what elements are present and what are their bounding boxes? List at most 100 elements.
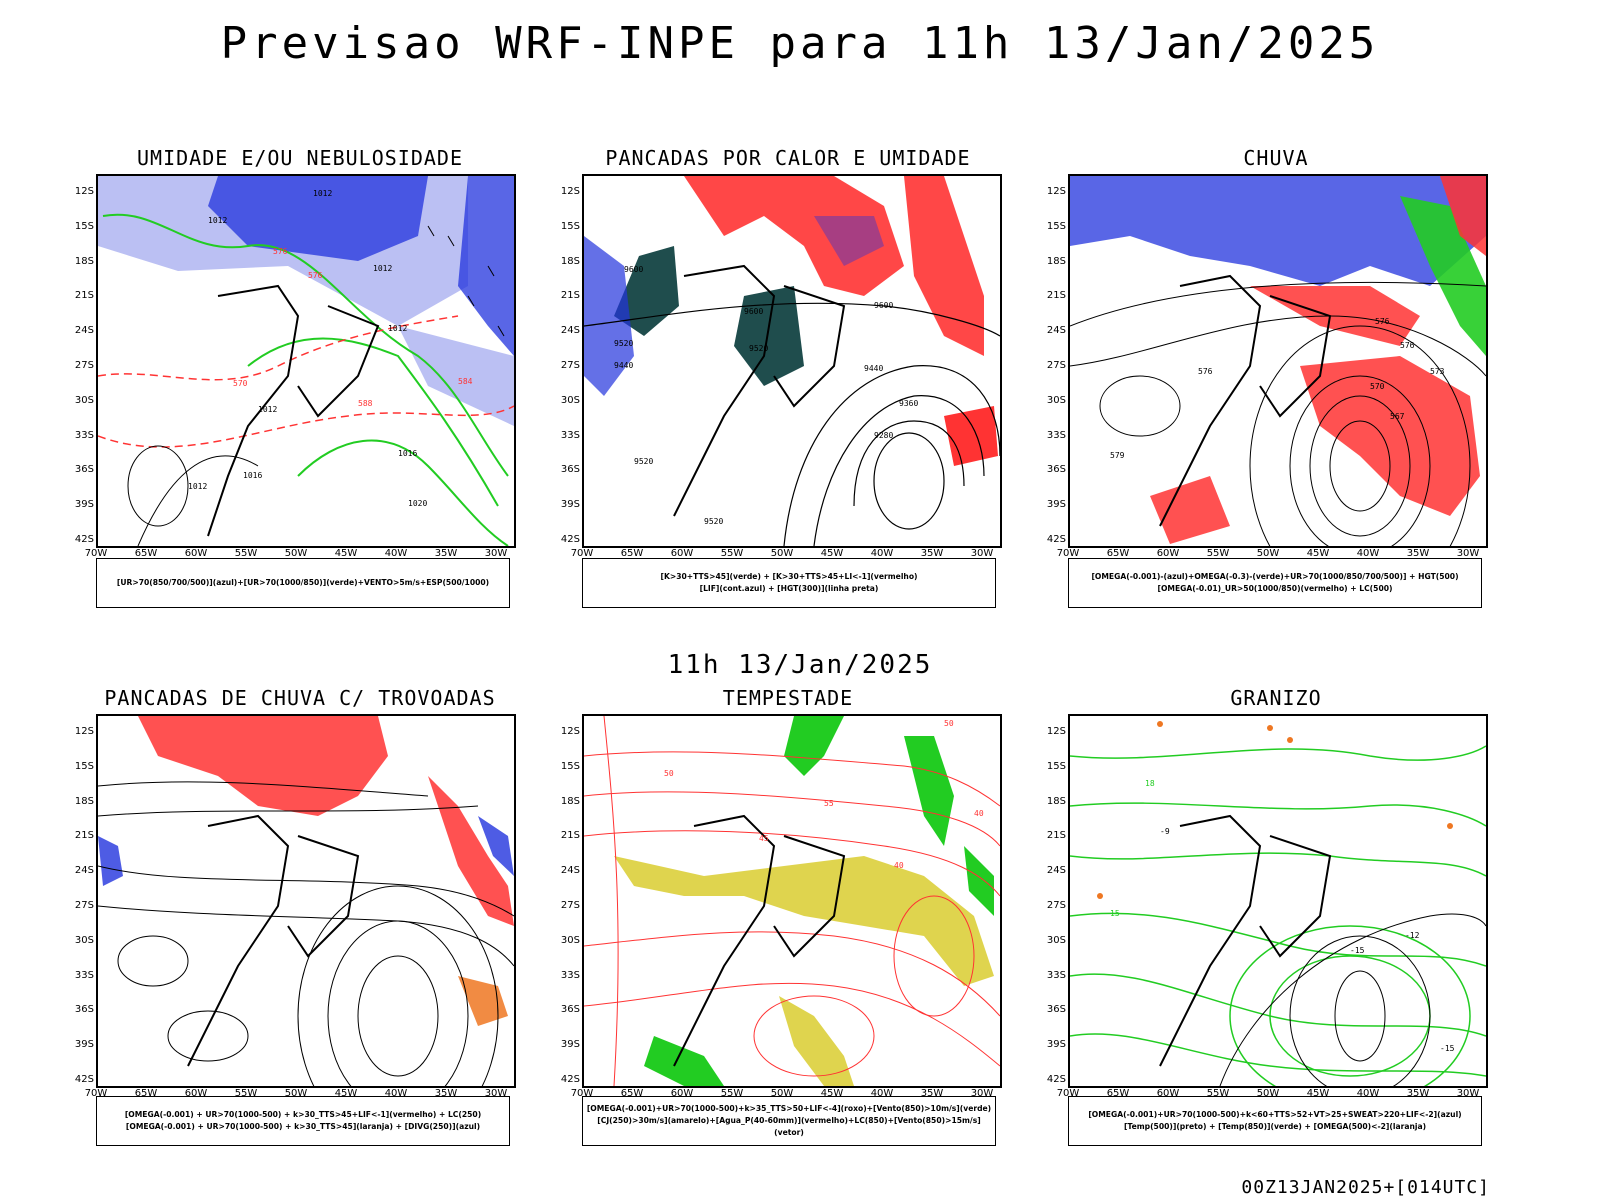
- pancadas-calor-map-graphic: 9600 9600 9520 9440 9520 9600 9440 9360 …: [584, 176, 1000, 546]
- contour-label: 1012: [258, 405, 277, 414]
- lon-tick-label: 60W: [670, 1088, 694, 1099]
- lat-tick-label: 42S: [1046, 534, 1066, 545]
- lat-tick-label: 33S: [74, 969, 94, 981]
- lat-tick-label: 24S: [560, 325, 580, 337]
- legend-line: [OMEGA(-0.001)-(azul)+OMEGA(-0.3)-(verde…: [1091, 572, 1459, 581]
- legend-line: [OMEGA(-0.001) + UR>70(1000-500) + k>30_…: [124, 1110, 482, 1119]
- lat-tick-label: 36S: [560, 464, 580, 476]
- lon-tick-label: 70W: [570, 548, 594, 559]
- lat-tick-label: 42S: [74, 1074, 94, 1085]
- lat-tick-label: 30S: [1046, 934, 1066, 946]
- contour-label: 9440: [614, 361, 633, 370]
- lat-tick-label: 33S: [560, 969, 580, 981]
- lon-tick-label: 60W: [1156, 1088, 1180, 1099]
- lat-tick-label: 18S: [74, 255, 94, 267]
- lat-tick-label: 27S: [560, 900, 580, 911]
- contour-label: 18: [1145, 779, 1155, 788]
- lat-tick-label: 36S: [1046, 464, 1066, 476]
- lon-tick-label: 35W: [920, 548, 944, 559]
- lon-tick-label: 45W: [1306, 548, 1330, 559]
- lon-tick-label: 30W: [970, 1088, 994, 1099]
- lat-tick-label: 30S: [560, 394, 580, 406]
- contour-label: 570: [233, 379, 248, 388]
- contour-label: 1016: [243, 471, 262, 480]
- lat-tick-label: 33S: [1046, 969, 1066, 981]
- forecast-time-subtitle: 11h 13/Jan/2025: [667, 650, 933, 680]
- lon-tick-label: 70W: [570, 1088, 594, 1099]
- lon-tick-label: 65W: [134, 1088, 158, 1099]
- lon-tick-label: 60W: [1156, 548, 1180, 559]
- lat-tick-label: 30S: [74, 934, 94, 946]
- umidade-map-graphic: 1012 1012 1012 1012 1012 1012 1016 1016 …: [98, 176, 514, 546]
- lon-tick-label: 45W: [820, 1088, 844, 1099]
- contour-label: 579: [1110, 451, 1125, 460]
- contour-label: 9520: [749, 344, 768, 353]
- legend-tempestade: [OMEGA(-0.001)+UR>70(1000-500)+k>35_TTS>…: [582, 1096, 996, 1146]
- contour-label: 40: [974, 809, 984, 818]
- contour-label: 9600: [624, 265, 643, 274]
- lon-tick-label: 70W: [84, 548, 108, 559]
- contour-label: -12: [1405, 931, 1420, 940]
- legend-trovoadas: [OMEGA(-0.001) + UR>70(1000-500) + k>30_…: [96, 1096, 510, 1146]
- lat-tick-label: 21S: [1046, 290, 1066, 302]
- lon-tick-label: 35W: [434, 548, 458, 559]
- lon-tick-label: 30W: [1456, 1088, 1480, 1099]
- lon-tick-label: 65W: [620, 1088, 644, 1099]
- contour-label: 9520: [634, 457, 653, 466]
- contour-label: 40: [894, 861, 904, 870]
- lon-tick-label: 65W: [620, 548, 644, 559]
- map-umidade[interactable]: 1012 1012 1012 1012 1012 1012 1016 1016 …: [96, 174, 516, 548]
- lon-tick-label: 55W: [720, 548, 744, 559]
- lon-tick-label: 70W: [1056, 548, 1080, 559]
- lon-tick-label: 40W: [1356, 548, 1380, 559]
- contour-label: 9360: [899, 399, 918, 408]
- lon-tick-label: 60W: [184, 1088, 208, 1099]
- panel-title-umidade: UMIDADE E/OU NEBULOSIDADE: [136, 146, 464, 170]
- lon-tick-label: 35W: [920, 1088, 944, 1099]
- contour-label: 576: [1400, 341, 1415, 350]
- contour-label: 9440: [864, 364, 883, 373]
- panel-title-tempestade: TEMPESTADE: [722, 686, 854, 710]
- lat-tick-label: 24S: [74, 865, 94, 877]
- map-chuva[interactable]: 576 576 573 570 567 576 579: [1068, 174, 1488, 548]
- map-pancadas-calor[interactable]: 9600 9600 9520 9440 9520 9600 9440 9360 …: [582, 174, 1002, 548]
- lon-tick-label: 55W: [720, 1088, 744, 1099]
- legend-line: [CJ(250)>30m/s](amarelo)+[Agua_P(40-60mm…: [597, 1116, 981, 1137]
- lat-tick-label: 24S: [1046, 865, 1066, 877]
- lon-tick-label: 50W: [1256, 1088, 1280, 1099]
- lat-tick-label: 21S: [1046, 830, 1066, 842]
- lat-tick-label: 15S: [74, 760, 94, 772]
- lon-tick-label: 40W: [870, 1088, 894, 1099]
- lon-tick-label: 40W: [384, 548, 408, 559]
- lon-tick-label: 35W: [1406, 548, 1430, 559]
- lat-tick-label: 24S: [74, 325, 94, 337]
- lat-tick-label: 18S: [74, 795, 94, 807]
- lat-tick-label: 27S: [74, 900, 94, 911]
- lat-tick-label: 36S: [1046, 1004, 1066, 1016]
- lon-tick-label: 40W: [870, 548, 894, 559]
- contour-label: 588: [358, 399, 373, 408]
- lat-tick-label: 42S: [560, 534, 580, 545]
- legend-line: [OMEGA(-0.001) + UR>70(1000-500) + k>30_…: [125, 1122, 481, 1131]
- map-trovoadas[interactable]: [96, 714, 516, 1088]
- lon-tick-label: 30W: [1456, 548, 1480, 559]
- contour-label: 55: [824, 799, 834, 808]
- contour-label: 1012: [208, 216, 227, 225]
- lat-tick-label: 30S: [74, 394, 94, 406]
- lat-tick-label: 12S: [1046, 186, 1066, 197]
- contour-label: 9520: [704, 517, 723, 526]
- lon-tick-label: 45W: [334, 548, 358, 559]
- contour-label: -15: [1440, 1044, 1455, 1053]
- lat-tick-label: 21S: [560, 830, 580, 842]
- legend-granizo: [OMEGA(-0.001)+UR>70(1000-500)+k<60+TTS>…: [1068, 1096, 1482, 1146]
- lat-tick-label: 27S: [560, 360, 580, 371]
- contour-label: 576: [273, 247, 288, 256]
- map-granizo[interactable]: -12 -15 -15 -9 18 15: [1068, 714, 1488, 1088]
- lon-tick-label: 30W: [970, 548, 994, 559]
- map-tempestade[interactable]: 40 40 45 50 55 50: [582, 714, 1002, 1088]
- lat-tick-label: 30S: [560, 934, 580, 946]
- lat-tick-label: 12S: [74, 726, 94, 737]
- lat-tick-label: 15S: [1046, 760, 1066, 772]
- lat-tick-label: 39S: [560, 1039, 580, 1051]
- lat-tick-label: 24S: [560, 865, 580, 877]
